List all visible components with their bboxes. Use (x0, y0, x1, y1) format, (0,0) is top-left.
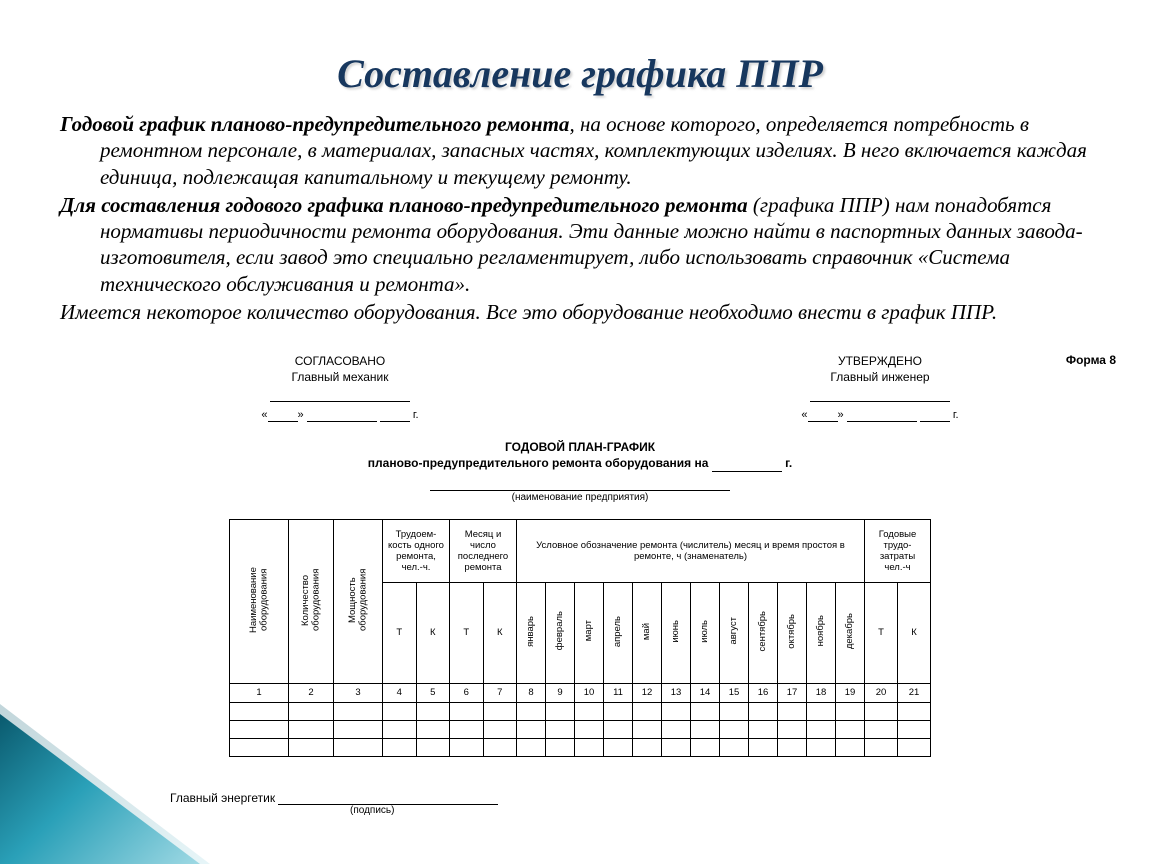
approved-day (808, 409, 838, 422)
col-lastrep: Месяц и число последнего ремонта (450, 519, 517, 582)
body-text: Годовой график планово-предупредительног… (60, 111, 1100, 325)
num-17: 17 (778, 683, 807, 702)
approval-row: СОГЛАСОВАНО Главный механик «» г. УТВЕРЖ… (60, 353, 1100, 422)
year-t: Т (865, 582, 898, 683)
form-title: ГОДОВОЙ ПЛАН-ГРАФИК планово-предупредите… (60, 440, 1100, 471)
num-15: 15 (720, 683, 749, 702)
table-number-row: 1 2 3 4 5 6 7 8 9 10 11 12 13 14 15 16 1… (230, 683, 931, 702)
num-10: 10 (575, 683, 604, 702)
num-14: 14 (691, 683, 720, 702)
ppr-table: Наименование оборудования Количество обо… (229, 519, 931, 757)
last-k: К (483, 582, 517, 683)
trud-t: Т (383, 582, 417, 683)
agreed-day (268, 409, 298, 422)
num-20: 20 (865, 683, 898, 702)
approved-year (920, 409, 950, 422)
num-4: 4 (383, 683, 417, 702)
approval-approved: УТВЕРЖДЕНО Главный инженер «» г. (750, 353, 1010, 422)
form-title-line2-text: планово-предупредительного ремонта обору… (368, 456, 709, 470)
enterprise-underline (430, 478, 730, 491)
month-2: февраль (546, 582, 575, 683)
agreed-role: Главный механик (210, 369, 470, 385)
trud-k: К (416, 582, 450, 683)
enterprise-line (60, 478, 1100, 491)
agreed-year-suffix: г. (413, 409, 419, 421)
year-k: К (898, 582, 931, 683)
approval-agreed: СОГЛАСОВАНО Главный механик «» г. (210, 353, 470, 422)
para1-bold: Годовой график планово-предупредительног… (60, 112, 569, 136)
paragraph-1: Годовой график планово-предупредительног… (60, 111, 1100, 190)
month-8: август (720, 582, 749, 683)
agreed-month (307, 409, 377, 422)
num-6: 6 (450, 683, 484, 702)
month-10: октябрь (778, 582, 807, 683)
num-1: 1 (230, 683, 289, 702)
num-12: 12 (633, 683, 662, 702)
approved-year-suffix: г. (953, 409, 959, 421)
agreed-name-line (270, 389, 410, 402)
approved-role: Главный инженер (750, 369, 1010, 385)
col-year: Годовые трудо-затраты чел.-ч (865, 519, 931, 582)
month-3: март (575, 582, 604, 683)
paragraph-2: Для составления годового графика планово… (60, 192, 1100, 297)
col-usl: Условное обозначение ремонта (числитель)… (517, 519, 865, 582)
month-1: январь (517, 582, 546, 683)
form-area: Форма 8 СОГЛАСОВАНО Главный механик «» г… (60, 353, 1100, 816)
signature-line (278, 792, 498, 805)
form-year-line (712, 459, 782, 472)
num-11: 11 (604, 683, 633, 702)
signature-role: Главный энергетик (170, 791, 275, 805)
col-power: Мощность оборудования (334, 519, 383, 683)
num-8: 8 (517, 683, 546, 702)
num-21: 21 (898, 683, 931, 702)
form-year-suffix: г. (785, 456, 792, 470)
approved-name-line (810, 389, 950, 402)
num-7: 7 (483, 683, 517, 702)
last-t: Т (450, 582, 484, 683)
num-18: 18 (807, 683, 836, 702)
agreed-year (380, 409, 410, 422)
month-6: июнь (662, 582, 691, 683)
agreed-date: «» г. (210, 408, 470, 423)
num-5: 5 (416, 683, 450, 702)
enterprise-caption: (наименование предприятия) (60, 492, 1100, 503)
table-row (230, 720, 931, 738)
approved-label: УТВЕРЖДЕНО (750, 353, 1010, 369)
month-4: апрель (604, 582, 633, 683)
approved-date: «» г. (750, 408, 1010, 423)
month-11: ноябрь (807, 582, 836, 683)
form-title-line2: планово-предупредительного ремонта обору… (60, 456, 1100, 472)
approved-month (847, 409, 917, 422)
num-3: 3 (334, 683, 383, 702)
table-header-row1: Наименование оборудования Количество обо… (230, 519, 931, 582)
num-2: 2 (289, 683, 334, 702)
num-16: 16 (749, 683, 778, 702)
col-name: Наименование оборудования (230, 519, 289, 683)
col-qty: Количество оборудования (289, 519, 334, 683)
paragraph-3: Имеется некоторое количество оборудовани… (60, 299, 1100, 325)
num-9: 9 (546, 683, 575, 702)
para2-bold: Для составления годового графика планово… (60, 193, 748, 217)
month-5: май (633, 582, 662, 683)
signature-block: Главный энергетик (170, 791, 1100, 805)
month-12: декабрь (836, 582, 865, 683)
col-trud: Трудоем-кость одного ремонта, чел.-ч. (383, 519, 450, 582)
form-title-line1: ГОДОВОЙ ПЛАН-ГРАФИК (60, 440, 1100, 456)
agreed-label: СОГЛАСОВАНО (210, 353, 470, 369)
slide: Составление графика ППР Годовой график п… (0, 0, 1150, 864)
form-number: Форма 8 (1066, 353, 1116, 367)
signature-caption: (подпись) (350, 805, 1100, 816)
table-row (230, 738, 931, 756)
month-9: сентябрь (749, 582, 778, 683)
table-row (230, 702, 931, 720)
page-title: Составление графика ППР (60, 50, 1100, 97)
num-19: 19 (836, 683, 865, 702)
month-7: июль (691, 582, 720, 683)
num-13: 13 (662, 683, 691, 702)
